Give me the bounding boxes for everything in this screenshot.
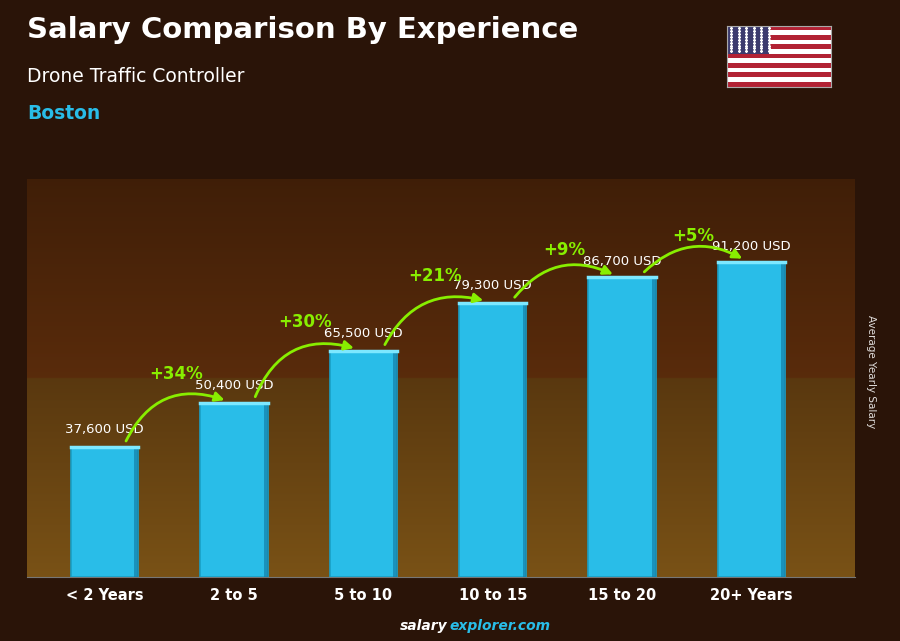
FancyBboxPatch shape	[264, 403, 267, 577]
Bar	[727, 63, 831, 68]
FancyBboxPatch shape	[201, 403, 267, 577]
Bar	[727, 72, 831, 77]
Bar	[727, 58, 831, 63]
Bar	[727, 54, 831, 58]
Text: 50,400 USD: 50,400 USD	[194, 379, 274, 392]
Text: 37,600 USD: 37,600 USD	[66, 423, 144, 436]
Text: +30%: +30%	[279, 313, 332, 331]
Text: explorer.com: explorer.com	[450, 619, 551, 633]
FancyBboxPatch shape	[459, 303, 526, 577]
Bar	[727, 40, 831, 44]
Bar	[727, 26, 831, 30]
Bar	[727, 68, 831, 72]
Text: salary: salary	[400, 619, 447, 633]
Text: +21%: +21%	[408, 267, 462, 285]
FancyBboxPatch shape	[523, 303, 526, 577]
FancyBboxPatch shape	[71, 447, 139, 577]
Text: Boston: Boston	[27, 104, 100, 123]
Bar	[727, 77, 831, 82]
Bar	[727, 35, 831, 40]
FancyBboxPatch shape	[589, 278, 656, 577]
FancyBboxPatch shape	[393, 351, 397, 577]
Text: Drone Traffic Controller: Drone Traffic Controller	[27, 67, 245, 87]
Text: +9%: +9%	[543, 242, 585, 260]
Text: 79,300 USD: 79,300 USD	[454, 279, 532, 292]
Text: 91,200 USD: 91,200 USD	[712, 240, 791, 253]
Bar	[727, 82, 831, 87]
FancyBboxPatch shape	[781, 262, 785, 577]
Text: 86,700 USD: 86,700 USD	[583, 254, 662, 267]
FancyBboxPatch shape	[652, 278, 656, 577]
FancyBboxPatch shape	[134, 447, 139, 577]
FancyBboxPatch shape	[329, 351, 397, 577]
Text: +34%: +34%	[149, 365, 202, 383]
Bar	[727, 49, 831, 54]
Text: +5%: +5%	[672, 227, 715, 245]
Text: Salary Comparison By Experience: Salary Comparison By Experience	[27, 16, 578, 44]
Bar	[727, 30, 831, 35]
Bar	[727, 26, 769, 54]
Text: 65,500 USD: 65,500 USD	[324, 327, 402, 340]
Text: Average Yearly Salary: Average Yearly Salary	[866, 315, 877, 428]
Bar	[727, 44, 831, 49]
FancyBboxPatch shape	[718, 262, 785, 577]
